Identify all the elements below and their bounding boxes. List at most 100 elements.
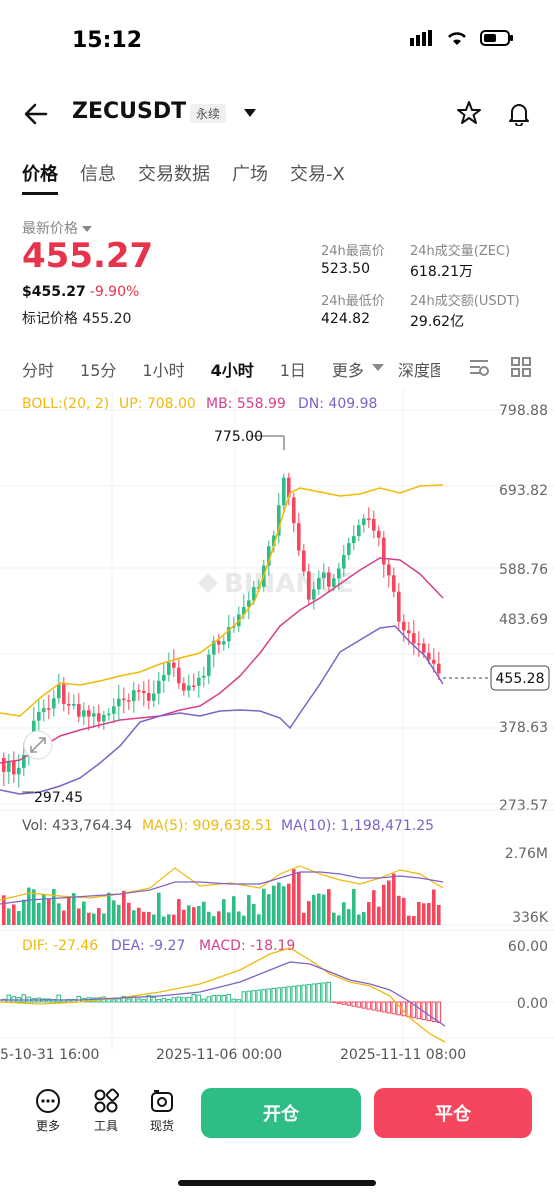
volume-bar: [132, 910, 136, 925]
interval-more[interactable]: 更多: [331, 361, 364, 380]
caret-down-icon: [82, 226, 93, 232]
close-position-button[interactable]: 平仓: [374, 1088, 532, 1138]
star-icon[interactable]: [456, 100, 482, 126]
candle-body: [337, 568, 341, 579]
volume-bar: [7, 908, 11, 925]
macd-bar: [241, 991, 247, 1003]
time-axis-label: 2025-11-06 00:00: [156, 1047, 282, 1063]
volume-bar: [22, 899, 26, 925]
volume-bar: [182, 909, 186, 925]
kline-chart[interactable]: BINANCE BOLL:(20, 2) UP: 708.00 MB: 558.…: [0, 388, 554, 1068]
price-axis-label: 588.76: [499, 562, 548, 578]
candle-body: [387, 564, 391, 576]
volume-bar: [417, 902, 421, 925]
candle-body: [297, 523, 301, 551]
volume-bar: [402, 897, 406, 925]
volume-bar: [12, 904, 16, 925]
vol-axis-label: 2.76M: [505, 846, 548, 862]
macd-bar: [111, 999, 117, 1003]
candle-body: [62, 684, 66, 704]
caret-down-icon[interactable]: [371, 363, 384, 372]
macd-bar: [291, 985, 297, 1003]
candle-body: [347, 543, 351, 555]
volume-bar: [312, 894, 316, 925]
current-price-tag: 455.28: [496, 671, 545, 687]
volume-bar: [222, 899, 226, 925]
candle-body: [7, 760, 11, 772]
macd-dea-line: [0, 961, 446, 1027]
candle-body: [127, 700, 131, 702]
expand-icon[interactable]: [23, 730, 53, 760]
interval-1h[interactable]: 1小时: [142, 361, 185, 380]
volume-bar: [212, 916, 216, 925]
candle-body: [352, 536, 356, 544]
open-position-button[interactable]: 开仓: [201, 1088, 361, 1138]
interval-depth[interactable]: 深度图: [397, 361, 440, 380]
grid-layout-icon[interactable]: [510, 356, 532, 378]
indicator-settings-icon[interactable]: [468, 357, 490, 377]
candle-body: [247, 600, 251, 608]
macd-bar: [121, 995, 127, 1003]
candle-body: [182, 683, 186, 691]
price-change: -9.90%: [89, 284, 140, 300]
candle-body: [377, 530, 381, 538]
macd-value: MACD: -18.19: [199, 938, 295, 954]
volume-bar: [177, 899, 181, 925]
volume-bar: [242, 915, 246, 925]
macd-bar: [321, 982, 327, 1003]
mark-price: 455.20: [82, 311, 132, 327]
pair-symbol[interactable]: ZECUSDT: [72, 99, 187, 124]
interval-timeline[interactable]: 分时: [22, 361, 55, 380]
candle-body: [422, 643, 426, 653]
caret-down-icon[interactable]: [242, 106, 258, 120]
volume-bar: [327, 889, 331, 925]
spot-button[interactable]: 现货: [142, 1088, 182, 1134]
boll-mb-line: [0, 557, 444, 764]
macd-bar: [346, 1001, 352, 1006]
tab-trading-data[interactable]: 交易数据: [138, 164, 210, 185]
volume-bar: [217, 911, 221, 925]
candle-body: [207, 654, 211, 676]
macd-bar: [206, 996, 212, 1003]
tab-trade-x[interactable]: 交易-X: [290, 164, 345, 185]
home-indicator: [178, 1180, 376, 1186]
macd-bar: [276, 987, 282, 1003]
tab-info[interactable]: 信息: [80, 164, 116, 185]
candle-body: [177, 667, 181, 684]
usd-price: $455.27: [22, 284, 86, 300]
macd-bar: [151, 996, 157, 1003]
latest-price-label[interactable]: 最新价格: [22, 218, 93, 238]
volume-bar: [152, 914, 156, 925]
volume-bar: [112, 900, 116, 925]
macd-bar: [431, 1001, 437, 1023]
volume-bar: [422, 903, 426, 925]
tools-button[interactable]: 工具: [86, 1088, 126, 1134]
volume-bar: [127, 902, 131, 925]
volume-bar: [67, 896, 71, 925]
tab-price[interactable]: 价格: [22, 164, 58, 185]
interval-1d[interactable]: 1日: [279, 361, 306, 380]
macd-bar: [281, 986, 287, 1003]
candle-body: [362, 518, 366, 526]
volume-bar: [72, 893, 76, 925]
candle-body: [87, 710, 91, 717]
macd-bar: [231, 998, 237, 1003]
interval-4h[interactable]: 4小时: [210, 361, 254, 380]
macd-bar: [211, 995, 217, 1003]
more-button[interactable]: 更多: [28, 1088, 68, 1134]
candle-body: [72, 703, 76, 706]
volume-bar: [2, 895, 6, 925]
time-axis-label: 2025-11-11 08:00: [340, 1047, 466, 1063]
volume-bar: [397, 895, 401, 925]
bell-icon[interactable]: [506, 100, 532, 126]
boll-dn-line: [0, 625, 444, 795]
interval-15m[interactable]: 15分: [80, 361, 117, 380]
back-arrow-icon[interactable]: [22, 100, 50, 128]
spot-label: 现货: [149, 1119, 174, 1133]
volume-bar: [262, 888, 266, 925]
boll-dn: DN: 409.98: [298, 396, 377, 412]
candle-body: [217, 640, 221, 645]
tab-square[interactable]: 广场: [232, 164, 268, 185]
volume-bar: [247, 894, 251, 925]
macd-bar: [161, 997, 167, 1003]
